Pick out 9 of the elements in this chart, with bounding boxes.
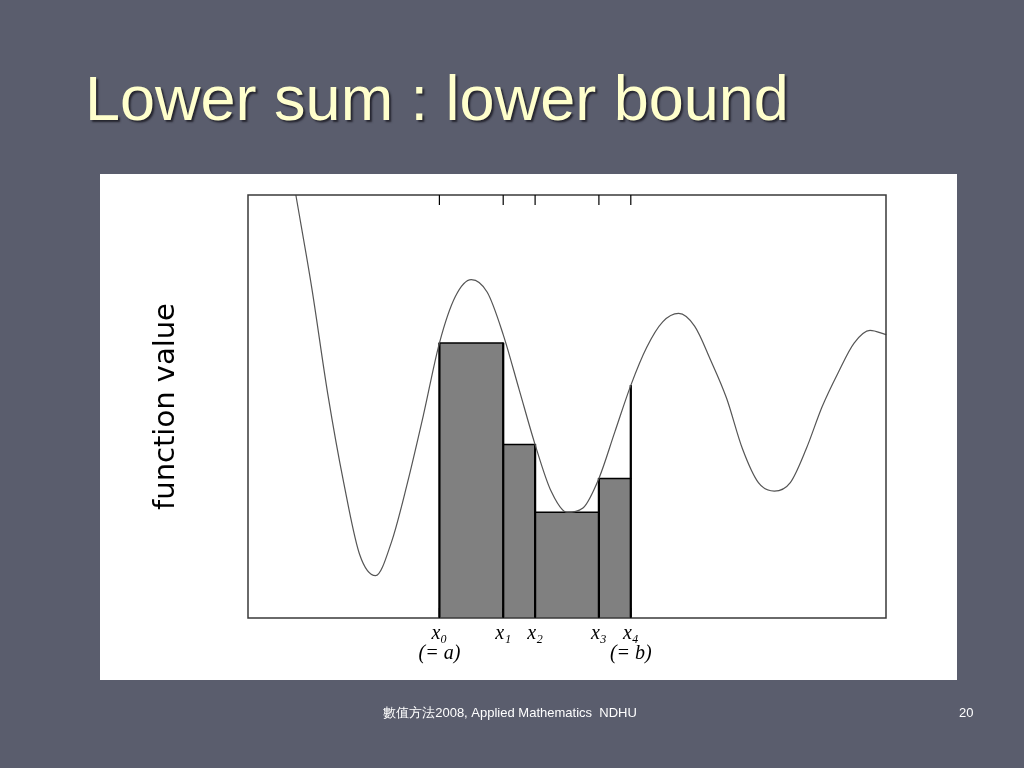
text: 數值方法2008, Applied Mathematics NDHU — [383, 705, 637, 720]
x-tick-label: x₂ — [526, 621, 544, 644]
x-tick-label: x₁ — [494, 621, 512, 644]
chart-title: Lower sum : lower bound — [85, 63, 789, 133]
x-tick-label: x₄ (= b) — [609, 621, 653, 665]
x-tick-label: x₀ (= a) — [418, 621, 461, 665]
text: 20 — [959, 705, 974, 721]
x-tick-label: x₃ — [589, 621, 607, 644]
y-axis-title: function value — [146, 303, 181, 510]
